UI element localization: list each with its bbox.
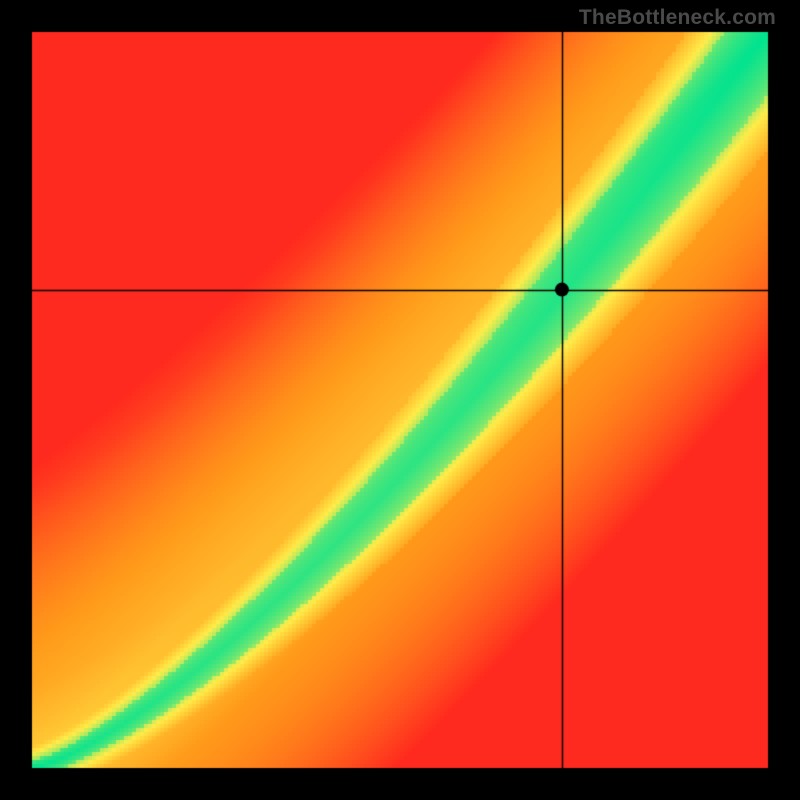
watermark-label: TheBottleneck.com (579, 6, 776, 30)
bottleneck-heatmap-canvas (0, 0, 800, 800)
bottleneck-heatmap-container: TheBottleneck.com (0, 0, 800, 800)
